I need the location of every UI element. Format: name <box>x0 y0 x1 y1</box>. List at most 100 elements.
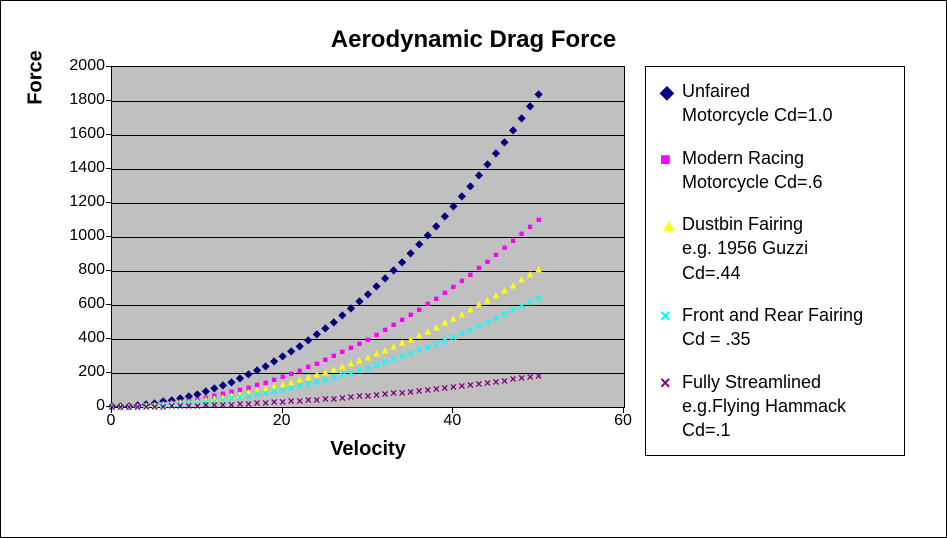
data-point: ■ <box>374 330 379 339</box>
data-point: ◆ <box>526 102 534 112</box>
data-point: ■ <box>382 326 387 335</box>
data-point: ◆ <box>415 240 423 250</box>
data-point: × <box>484 316 492 329</box>
data-point: ■ <box>348 344 353 353</box>
legend-text: Fully Streamlinede.g.Flying HammackCd=.1 <box>682 370 890 443</box>
data-point: × <box>424 341 432 354</box>
data-point: × <box>322 373 330 386</box>
data-point: ◆ <box>518 114 526 124</box>
data-point: × <box>390 353 398 366</box>
legend-item: ×Fully Streamlinede.g.Flying HammackCd=.… <box>660 370 890 443</box>
data-point: × <box>501 375 508 387</box>
data-point: ◆ <box>398 258 406 268</box>
data-point: ◆ <box>390 266 398 276</box>
data-point: × <box>475 320 483 333</box>
gridline <box>112 101 624 102</box>
data-point: ◆ <box>492 149 500 159</box>
data-point: × <box>347 391 354 403</box>
legend-marker: ◆ <box>660 80 682 104</box>
legend-text: UnfairedMotorcycle Cd=1.0 <box>682 79 890 128</box>
data-point: ◆ <box>236 374 244 384</box>
data-point: ■ <box>331 352 336 361</box>
legend-item: ▲Dustbin Fairinge.g. 1956 GuzziCd=.44 <box>660 212 890 285</box>
data-point: × <box>424 384 431 396</box>
y-axis-label-wrap: Force <box>16 66 56 89</box>
data-point: × <box>313 375 321 388</box>
data-point: ◆ <box>339 311 347 321</box>
data-point: × <box>330 371 338 384</box>
data-point: ■ <box>425 300 430 309</box>
data-point: ◆ <box>287 347 295 357</box>
data-point: ◆ <box>475 171 483 181</box>
data-point: × <box>398 350 406 363</box>
data-point: ■ <box>451 283 456 292</box>
data-point: × <box>313 394 320 406</box>
data-point: × <box>287 381 295 394</box>
data-point: ◆ <box>347 304 355 314</box>
legend-item: ×Front and Rear FairingCd = .35 <box>660 303 890 352</box>
data-point: ◆ <box>467 182 475 192</box>
gridline <box>112 169 624 170</box>
data-point: ◆ <box>279 352 287 362</box>
data-point: ◆ <box>321 324 329 334</box>
data-point: ■ <box>323 356 328 365</box>
legend: ◆UnfairedMotorcycle Cd=1.0 ■Modern Racing… <box>645 66 905 456</box>
data-point: × <box>518 300 526 313</box>
y-tick-label: 1600 <box>69 125 105 143</box>
legend-item: ■Modern RacingMotorcycle Cd=.6 <box>660 146 890 195</box>
data-point: × <box>492 376 499 388</box>
y-axis-ticks: 0200400600800100012001400160018002000 <box>56 66 111 406</box>
data-point: × <box>407 347 415 360</box>
data-point: × <box>364 390 371 402</box>
y-tick-label: 800 <box>78 261 105 279</box>
data-point: × <box>526 296 534 309</box>
data-point: ◆ <box>509 126 517 136</box>
data-point: × <box>347 366 355 379</box>
data-point: × <box>450 381 457 393</box>
data-point: ▲ <box>533 264 544 275</box>
data-point: ■ <box>519 230 524 239</box>
data-point: ■ <box>408 311 413 320</box>
data-point: ◆ <box>270 357 278 367</box>
x-axis-ticks: 0204060 <box>111 408 623 432</box>
data-point: × <box>407 386 414 398</box>
y-axis-label: Force <box>25 50 48 104</box>
data-point: × <box>458 327 466 340</box>
data-point: ◆ <box>304 336 312 346</box>
data-point: ◆ <box>313 330 321 340</box>
data-point: ◆ <box>373 282 381 292</box>
legend-text: Modern RacingMotorcycle Cd=.6 <box>682 146 890 195</box>
data-point: × <box>288 395 295 407</box>
data-point: × <box>330 393 337 405</box>
data-point: × <box>381 356 389 369</box>
data-point: ◆ <box>253 366 261 376</box>
data-point: ■ <box>357 339 362 348</box>
data-point: ■ <box>416 305 421 314</box>
gridline <box>112 237 624 238</box>
x-tick-label: 20 <box>273 412 291 430</box>
data-point: ■ <box>476 264 481 273</box>
data-point: ◆ <box>330 318 338 328</box>
gridline <box>112 271 624 272</box>
data-point: ■ <box>340 348 345 357</box>
data-point: × <box>304 377 312 390</box>
data-point: ◆ <box>441 212 449 222</box>
gridline <box>112 135 624 136</box>
chart-title: Aerodynamic Drag Force <box>16 26 931 54</box>
data-point: × <box>296 379 304 392</box>
y-tick-label: 2000 <box>69 57 105 75</box>
y-tick-label: 1800 <box>69 91 105 109</box>
y-tick-label: 400 <box>78 329 105 347</box>
data-point: ◆ <box>432 222 440 232</box>
y-tick-label: 1400 <box>69 159 105 177</box>
data-point: ◆ <box>407 249 415 259</box>
data-point: ■ <box>536 215 541 224</box>
chart-column: ◆◆◆◆◆◆◆◆◆◆◆◆◆◆◆◆◆◆◆◆◆◆◆◆◆◆◆◆◆◆◆◆◆◆◆◆◆◆◆◆… <box>111 66 625 461</box>
legend-marker: × <box>660 371 682 395</box>
chart-body: Force 0200400600800100012001400160018002… <box>16 66 931 496</box>
data-point: × <box>492 312 500 325</box>
x-tick-mark <box>111 407 112 413</box>
data-point: × <box>322 393 329 405</box>
data-point: ■ <box>399 316 404 325</box>
y-tick-label: 600 <box>78 295 105 313</box>
